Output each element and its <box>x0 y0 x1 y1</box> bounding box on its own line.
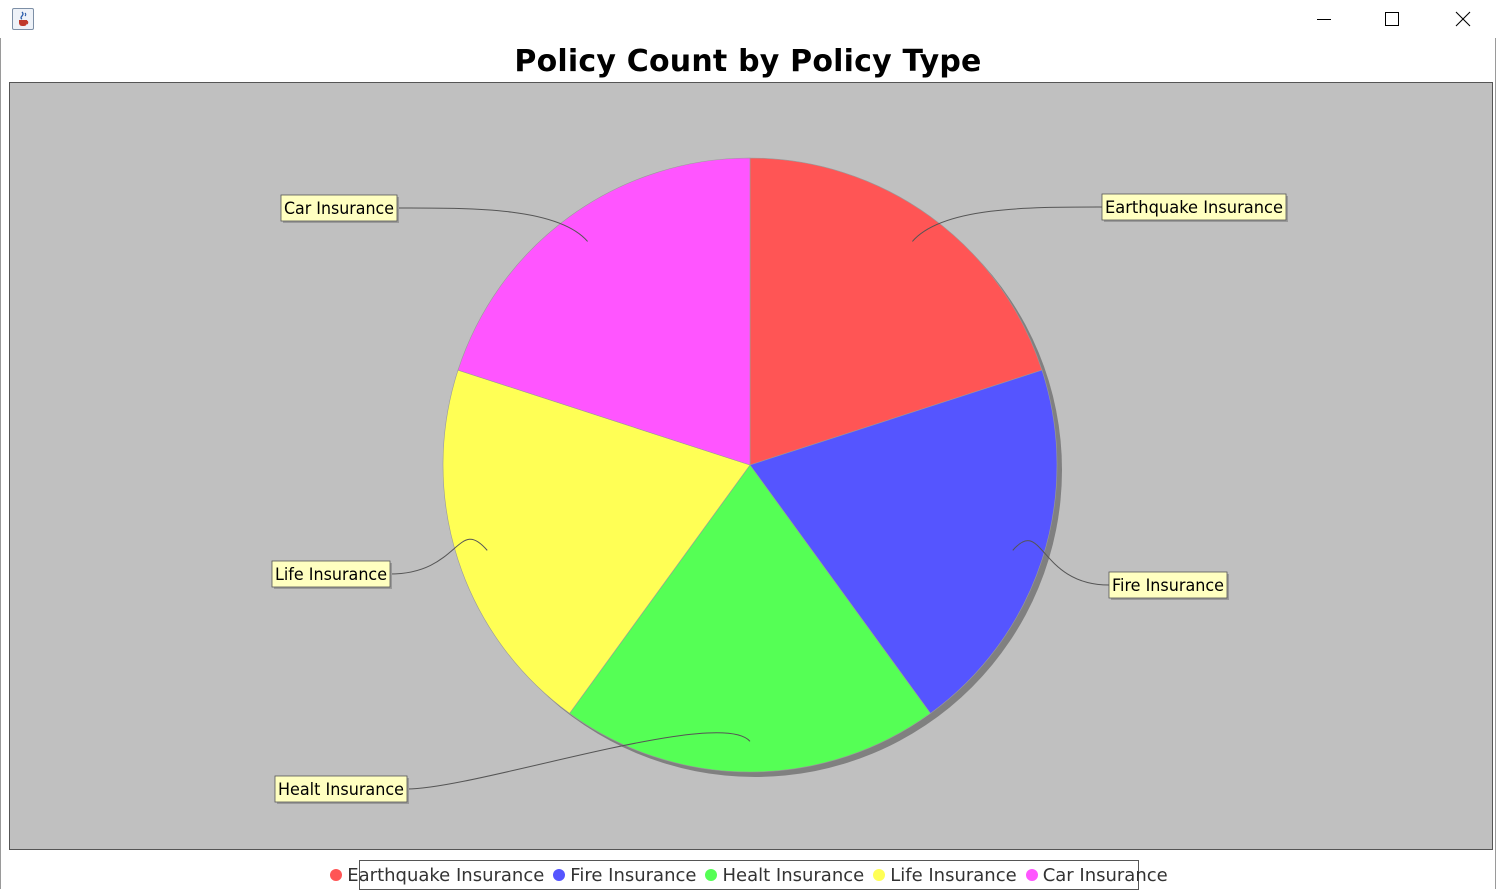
legend-label: Life Insurance <box>890 864 1017 886</box>
legend-swatch <box>873 869 886 881</box>
java-cup-icon[interactable] <box>12 8 34 30</box>
minimize-icon <box>1317 19 1331 20</box>
legend-swatch <box>553 869 566 881</box>
pie-slice-car-insurance <box>457 157 751 466</box>
leader-line-healt-insurance <box>406 732 751 790</box>
slice-label-healt-insurance: Healt Insurance <box>274 775 409 804</box>
slice-label-text: Life Insurance <box>275 565 387 585</box>
minimize-button[interactable] <box>1290 0 1360 38</box>
legend-item-life-insurance: Life Insurance <box>873 864 1017 886</box>
maximize-icon <box>1385 12 1399 26</box>
pie-slice-life-insurance <box>442 369 751 714</box>
title-bar <box>0 0 1496 38</box>
legend-item-car-insurance: Car Insurance <box>1025 864 1168 886</box>
legend-label: Fire Insurance <box>570 864 697 886</box>
slice-label-text: Car Insurance <box>284 199 394 219</box>
leader-line-life-insurance <box>389 538 488 575</box>
leader-line-fire-insurance <box>1012 540 1110 586</box>
slice-label-text: Healt Insurance <box>278 780 404 800</box>
legend-swatch <box>705 869 718 881</box>
close-icon <box>1455 11 1471 27</box>
close-button[interactable] <box>1428 0 1496 38</box>
slice-label-earthquake-insurance: Earthquake Insurance <box>1101 193 1288 222</box>
legend: Earthquake Insurance Fire Insurance Healt … <box>330 860 1168 890</box>
legend-item-healt-insurance: Healt Insurance <box>705 865 864 886</box>
leader-line-earthquake-insurance <box>912 206 1103 242</box>
legend-label: Car Insurance <box>1042 864 1168 886</box>
legend-label: Earthquake Insurance <box>347 864 545 886</box>
slice-label-fire-insurance: Fire Insurance <box>1108 571 1229 600</box>
slice-label-car-insurance: Car Insurance <box>280 194 399 223</box>
legend-swatch <box>1025 869 1038 881</box>
pie-slice-healt-insurance <box>569 464 931 773</box>
chart-title: Policy Count by Policy Type <box>514 44 982 79</box>
legend-swatch <box>330 869 343 881</box>
legend-label: Healt Insurance <box>722 864 865 886</box>
slice-label-text: Earthquake Insurance <box>1105 198 1283 218</box>
legend-item-fire-insurance: Fire Insurance <box>553 865 696 886</box>
pie-slice-earthquake-insurance <box>749 157 1043 466</box>
maximize-button[interactable] <box>1358 0 1428 38</box>
leader-line-car-insurance <box>396 207 588 242</box>
pie-slice-fire-insurance <box>749 369 1058 714</box>
slice-label-text: Fire Insurance <box>1112 576 1224 596</box>
legend-item-earthquake-insurance: Earthquake Insurance <box>330 865 544 886</box>
slice-label-life-insurance: Life Insurance <box>271 560 392 589</box>
